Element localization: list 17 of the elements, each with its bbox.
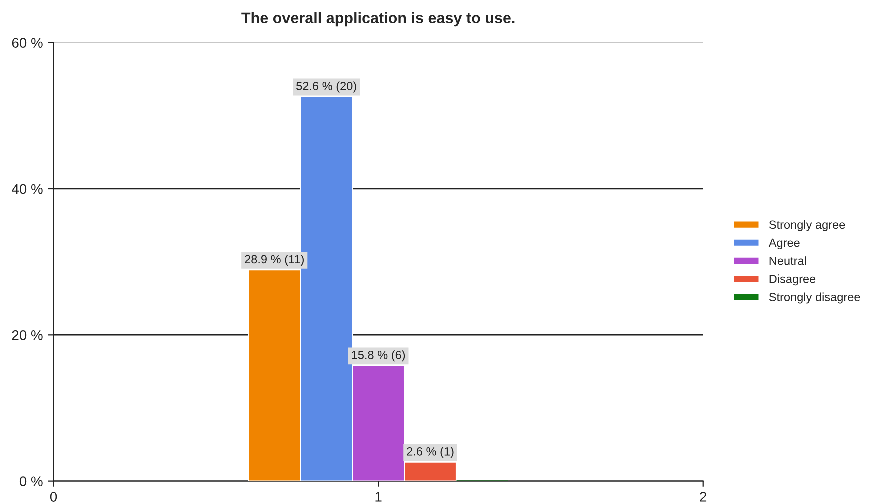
x-tick-label: 2 [700,492,707,502]
y-tick-label: 60 % [12,38,43,48]
y-tick-label: 40 % [12,184,43,194]
data-label: 2.6 % (1) [407,447,454,458]
legend-label: Strongly agree [769,220,846,232]
data-label: 52.6 % (20) [296,82,356,93]
legend-label: Agree [768,238,800,250]
legend-label: Strongly disagree [769,292,860,304]
legend-label: Neutral [770,256,806,266]
chart-title: The overall application is easy to use. [242,12,515,27]
y-tick-label: 0 % [20,476,43,486]
y-tick-label: 20 % [12,330,43,340]
x-tick-label: 1 [376,492,382,502]
x-tick-label: 0 [50,492,58,502]
legend-label: Disagree [770,274,816,286]
data-label: 15.8 % (6) [352,350,406,362]
data-label: 28.9 % (11) [245,254,304,266]
